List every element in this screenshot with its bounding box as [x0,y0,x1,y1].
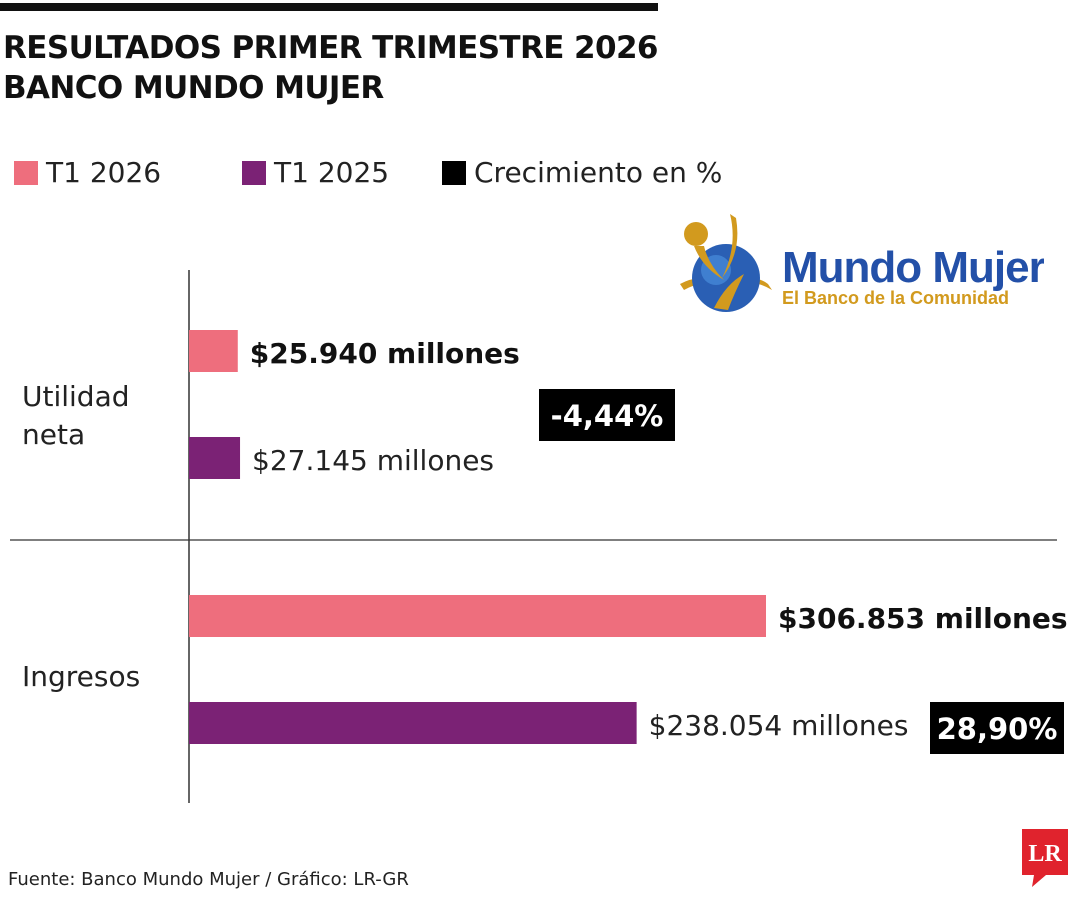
legend-swatch-t1-2025 [242,160,266,185]
bar-ingresos-t1-2025 [189,702,637,744]
legend-label-growth: Crecimiento en % [474,156,723,189]
growth-badge-utilidad-neta-text: -4,44% [551,399,664,433]
title-line-2: BANCO MUNDO MUJER [3,70,384,106]
category-label-line: Utilidad [22,380,130,413]
mundo-mujer-logo: Mundo Mujer El Banco de la Comunidad [680,214,1044,312]
mundo-mujer-emblem-icon [680,214,772,312]
legend-item-t1-2026: T1 2026 [14,156,161,189]
bar-utilidad-neta-t1-2025 [189,437,241,479]
legend-swatch-t1-2026 [14,160,38,185]
value-label-ingresos-t1-2026: $306.853 millones [778,602,1068,635]
legend-label-t1-2026: T1 2026 [46,156,162,189]
top-rule [0,3,658,11]
growth-badge-utilidad-neta [539,389,675,441]
value-label-utilidad-neta-t1-2026: $25.940 millones [250,337,520,370]
source-note: Fuente: Banco Mundo Mujer / Gráfico: LR-… [8,869,409,890]
legend-swatch-growth [442,160,466,185]
value-label-ingresos-t1-2025: $238.054 millones [649,709,909,742]
chart-title: RESULTADOS PRIMER TRIMESTRE 2026 BANCO M… [3,28,658,108]
legend-label-t1-2025: T1 2025 [274,156,390,189]
growth-badge-ingresos [930,702,1064,754]
lr-publisher-logo: LR [1022,829,1068,887]
category-label-line: Ingresos [22,660,140,693]
growth-badge-ingresos-text: 28,90% [937,712,1058,746]
bar-utilidad-neta-t1-2026 [189,330,238,372]
legend-item-growth: Crecimiento en % [442,156,722,189]
value-label-utilidad-neta-t1-2025: $27.145 millones [252,444,494,477]
lr-logo-text: LR [1028,841,1062,867]
logo-tagline: El Banco de la Comunidad [782,288,1009,308]
category-label-line: neta [22,418,85,451]
logo-name: Mundo Mujer [782,243,1044,292]
category-label-ingresos: Ingresos [22,660,140,693]
bar-ingresos-t1-2026 [189,595,766,637]
category-label-utilidad-neta: Utilidad neta [22,380,130,451]
title-line-1: RESULTADOS PRIMER TRIMESTRE 2026 [3,30,658,66]
legend-item-t1-2025: T1 2025 [242,156,389,189]
